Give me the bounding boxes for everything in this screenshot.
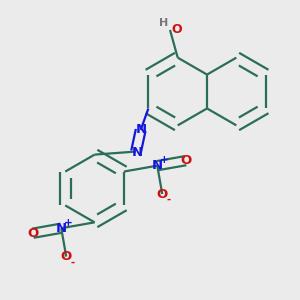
Text: O: O [61,250,72,263]
Text: +: + [64,218,72,228]
Text: O: O [157,188,168,200]
Text: O: O [172,23,182,36]
Text: N: N [152,159,163,172]
Text: N: N [56,222,67,235]
Text: -: - [70,258,74,268]
Text: N: N [131,146,142,159]
Text: +: + [160,155,168,165]
Text: H: H [159,18,168,28]
Text: N: N [136,123,147,136]
Text: O: O [180,154,191,167]
Text: -: - [166,195,170,205]
Text: O: O [27,227,38,240]
